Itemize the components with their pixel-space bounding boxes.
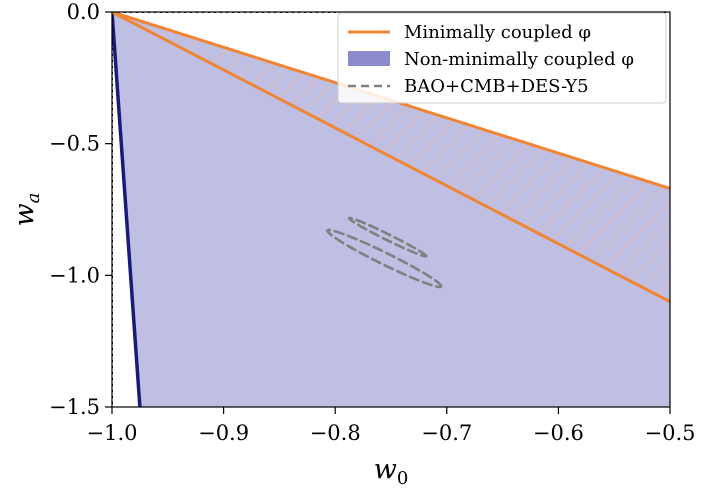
plot-frame <box>111 11 671 408</box>
x-tick-label: −0.7 <box>421 421 472 445</box>
y-tick-label: −1.0 <box>49 263 100 287</box>
legend-swatch-non-minimal <box>348 51 390 66</box>
y-axis-label: wa <box>9 193 44 227</box>
y-tick-label: 0.0 <box>67 0 100 24</box>
legend: Minimally coupled φ Non-minimally couple… <box>337 12 667 104</box>
legend-label-bao: BAO+CMB+DES-Y5 <box>404 76 589 97</box>
x-tick-label: −0.6 <box>533 421 584 445</box>
non-minimal-left-edge <box>112 12 142 407</box>
contour-outer <box>326 228 443 289</box>
non-minimal-region <box>112 12 670 407</box>
contour-inner <box>347 216 428 258</box>
x-tick-label: −0.9 <box>198 421 249 445</box>
x-axis-label: w0 <box>374 454 409 489</box>
minimal-lower-line <box>112 12 670 303</box>
legend-box <box>337 12 667 104</box>
bao-contours <box>326 216 443 289</box>
x-tick-label: −0.8 <box>310 421 361 445</box>
x-tick-label: −1.0 <box>87 421 138 445</box>
y-axis: 0.0 −0.5 −1.0 −1.5 <box>49 0 112 419</box>
x-tick-label: −0.5 <box>645 421 696 445</box>
y-tick-label: −0.5 <box>49 132 100 156</box>
legend-label-minimal: Minimally coupled φ <box>404 22 591 43</box>
y-tick-label: −1.5 <box>49 395 100 419</box>
x-axis: −1.0 −0.9 −0.8 −0.7 −0.6 −0.5 <box>87 407 696 445</box>
legend-label-non-minimal: Non-minimally coupled φ <box>404 49 634 70</box>
